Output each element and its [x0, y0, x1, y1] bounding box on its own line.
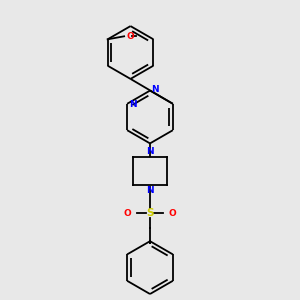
Text: N: N — [129, 100, 136, 109]
Text: N: N — [146, 186, 154, 195]
Text: N: N — [146, 147, 154, 156]
Text: N: N — [152, 85, 159, 94]
Text: S: S — [146, 208, 154, 218]
Text: O: O — [123, 208, 131, 217]
Text: O: O — [169, 208, 177, 217]
Text: O: O — [126, 32, 134, 41]
